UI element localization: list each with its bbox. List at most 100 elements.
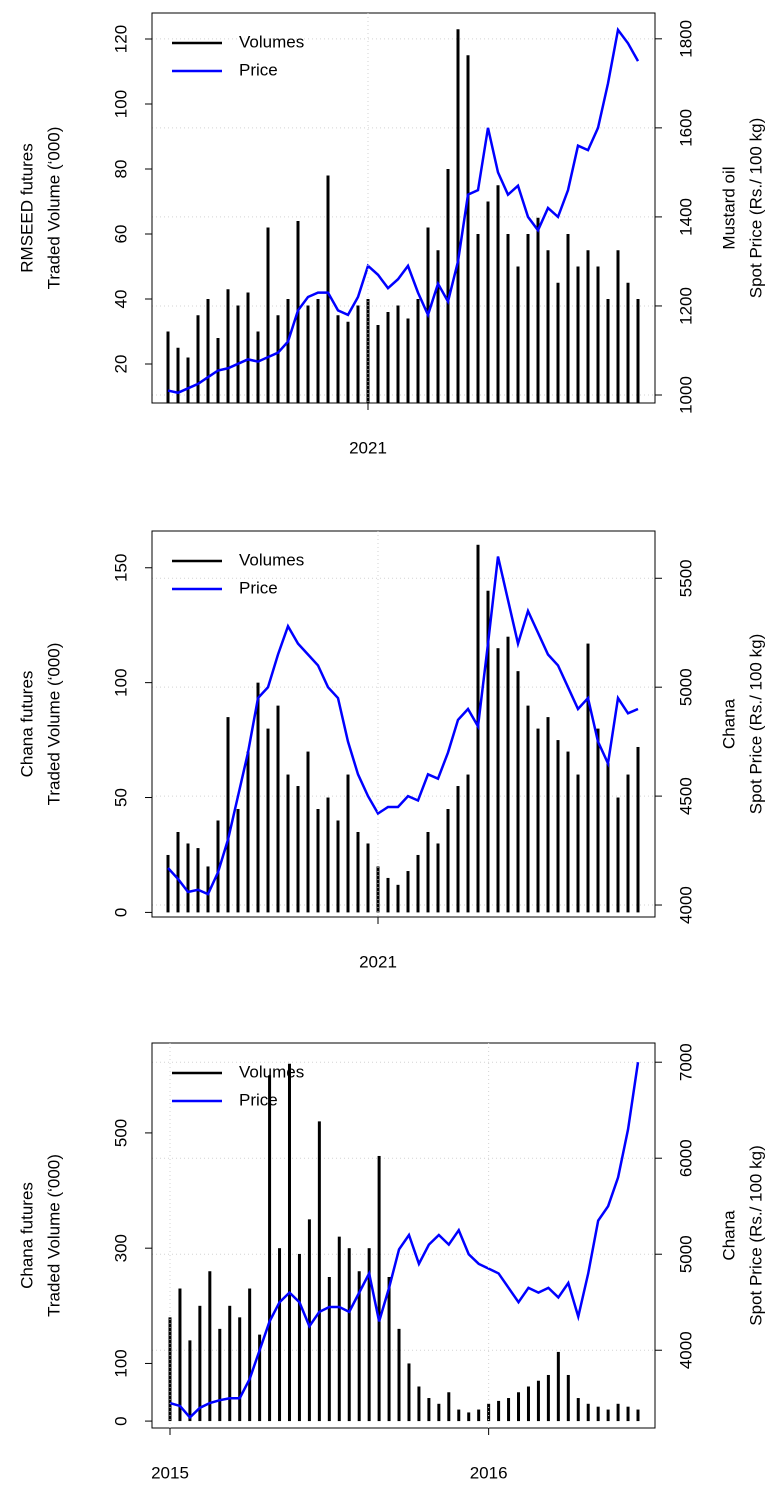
volume-bar <box>366 299 370 403</box>
y2-tick-label: 5500 <box>676 559 695 597</box>
legend-label: Volumes <box>239 32 304 51</box>
y2-tick-label: 5000 <box>676 668 695 706</box>
volume-bar <box>186 843 190 913</box>
y-tick-label: 100 <box>111 668 130 696</box>
volume-bar <box>356 831 360 913</box>
volume-bar <box>376 325 380 403</box>
volume-bar <box>326 797 330 913</box>
volume-bar <box>178 1288 182 1422</box>
volume-bar <box>526 705 530 913</box>
volume-bar <box>307 1219 311 1422</box>
volume-bar <box>337 1236 341 1422</box>
plot-frame <box>151 12 656 404</box>
volume-bar <box>176 347 180 403</box>
volume-bar <box>576 1398 580 1422</box>
volume-bar <box>446 169 450 403</box>
volume-bar <box>586 1403 590 1422</box>
y-tick-label: 40 <box>111 290 130 309</box>
volume-bar <box>316 809 320 913</box>
y2-axis-title: Spot Price (Rs./ 100 kg) <box>746 118 765 298</box>
volume-bar <box>266 227 270 403</box>
y-tick-label: 120 <box>111 25 130 53</box>
volume-bar <box>196 848 200 913</box>
legend-label: Price <box>239 1090 278 1109</box>
volume-bar <box>346 321 350 403</box>
volume-bar <box>496 185 500 403</box>
volume-bar <box>367 1248 371 1422</box>
y-tick-label: 0 <box>111 1416 130 1425</box>
volume-bar <box>336 820 340 913</box>
legend-label: Volumes <box>239 550 304 569</box>
y-axis-title: Traded Volume (‘000) <box>44 643 63 806</box>
volume-bar <box>436 843 440 913</box>
volume-bar <box>386 877 390 913</box>
legend-label: Price <box>239 578 278 597</box>
x-tick-label: 2016 <box>470 1463 508 1482</box>
volume-bar <box>556 740 560 913</box>
volume-bar <box>176 831 180 913</box>
volume-bar <box>636 299 640 403</box>
plot-frame <box>151 530 656 918</box>
y2-axis-title: Mustard oil <box>719 166 738 249</box>
volume-bar <box>266 728 270 913</box>
volume-bar <box>248 1288 252 1422</box>
volume-bar <box>406 318 410 403</box>
volume-bar <box>456 29 460 403</box>
volume-bar <box>546 1374 550 1422</box>
y2-tick-label: 1200 <box>676 287 695 325</box>
price-line <box>169 1062 640 1420</box>
volume-bar <box>596 728 600 913</box>
volume-bar <box>556 282 560 403</box>
y2-axis-title: Spot Price (Rs./ 100 kg) <box>746 1145 765 1325</box>
x-tick-label: 2021 <box>359 952 397 971</box>
y-tick-label: 0 <box>111 908 130 917</box>
volume-bar <box>626 282 630 403</box>
y2-tick-label: 1800 <box>676 20 695 58</box>
volume-bar <box>457 1409 461 1422</box>
volume-bar <box>566 234 570 403</box>
volume-bar <box>326 175 330 403</box>
volume-bar <box>196 315 200 403</box>
volume-bar <box>606 763 610 913</box>
volume-bar <box>636 1409 640 1422</box>
volume-bar <box>566 751 570 913</box>
volume-bar <box>606 299 610 403</box>
volume-bar <box>616 1403 620 1422</box>
volume-bar <box>366 843 370 913</box>
y2-tick-label: 7000 <box>676 1043 695 1081</box>
volume-bar <box>356 305 360 403</box>
volume-bar <box>417 1386 421 1422</box>
y2-axis-title: Spot Price (Rs./ 100 kg) <box>746 634 765 814</box>
volume-bar <box>416 299 420 403</box>
volume-bar <box>236 809 240 913</box>
price-line <box>167 26 640 395</box>
volume-bar <box>447 1392 451 1422</box>
y-axis-title: Chana futures <box>17 671 36 778</box>
volume-bar <box>576 774 580 913</box>
volume-bar <box>536 1380 540 1422</box>
volume-bar <box>636 746 640 913</box>
y2-tick-label: 1000 <box>676 376 695 414</box>
volume-bar <box>316 299 320 403</box>
y-tick-label: 150 <box>111 554 130 582</box>
volume-bar <box>586 643 590 913</box>
volume-bar <box>516 266 520 403</box>
volume-bar <box>256 331 260 403</box>
legend-label: Price <box>239 60 278 79</box>
volume-bar <box>486 201 490 403</box>
y-axis-title: Traded Volume (‘000) <box>44 127 63 290</box>
volume-bar <box>487 1403 491 1422</box>
volume-bar <box>268 1075 272 1422</box>
volume-bar <box>246 751 250 913</box>
volume-bar <box>198 1305 202 1422</box>
volume-bar <box>238 1317 242 1422</box>
volume-bar <box>606 1409 610 1422</box>
volume-bar <box>166 854 170 913</box>
volume-bar <box>536 728 540 913</box>
volume-bar <box>327 1276 331 1422</box>
volume-bar <box>596 266 600 403</box>
volume-bar <box>546 250 550 403</box>
y2-tick-label: 4500 <box>676 777 695 815</box>
volume-bar <box>506 636 510 913</box>
y-axis-title: Traded Volume (‘000) <box>44 1154 63 1317</box>
